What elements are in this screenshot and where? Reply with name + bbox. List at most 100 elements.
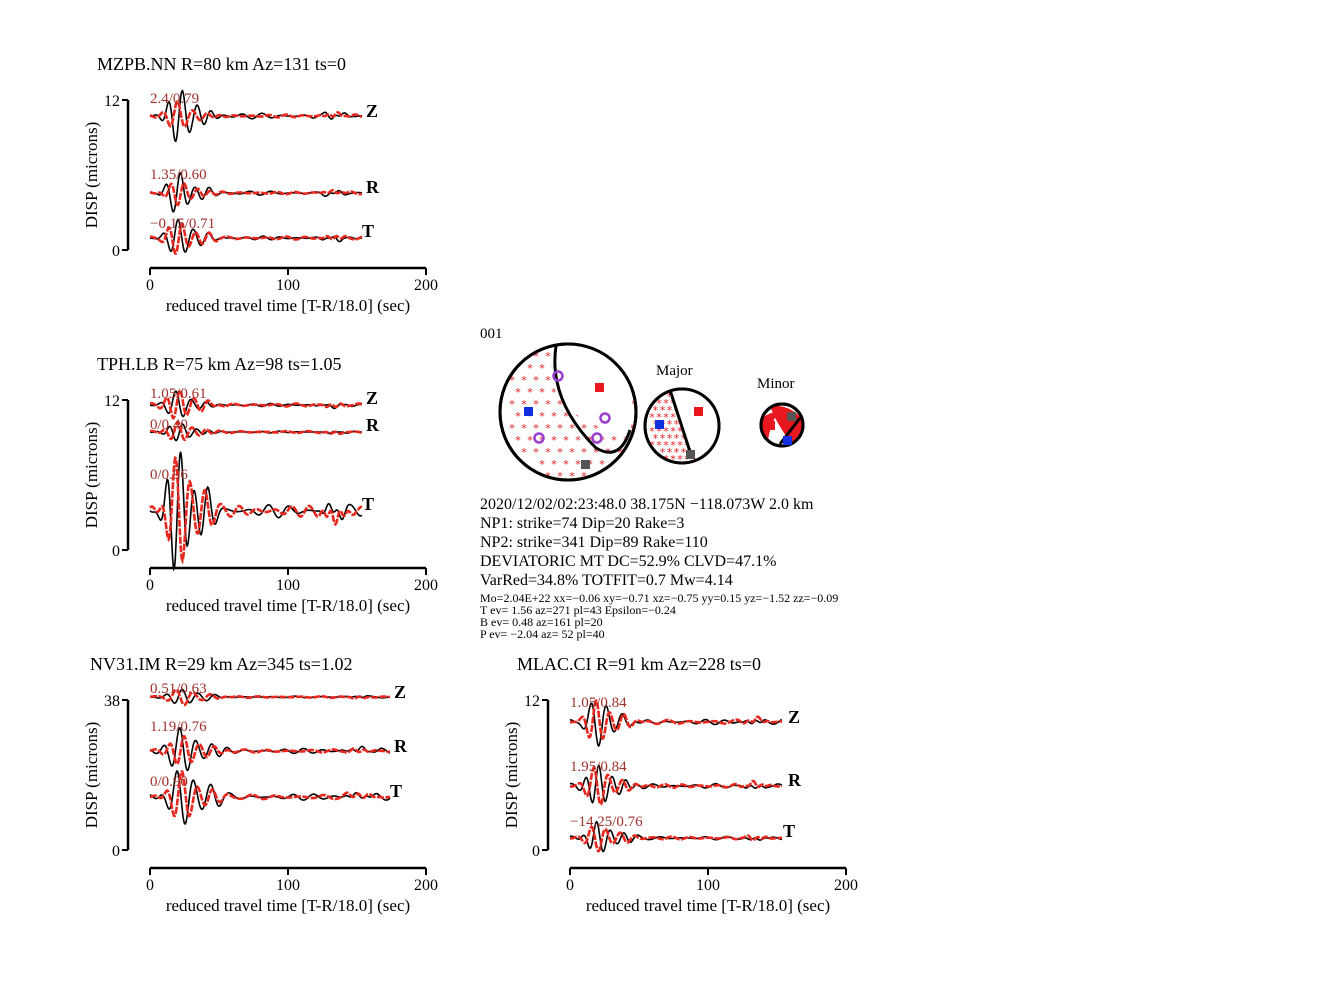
p-axis-marker — [524, 407, 533, 416]
component-label-z: Z — [366, 101, 378, 121]
y-tick-label: 0 — [532, 843, 540, 860]
polarity-star: * — [551, 410, 557, 423]
polarity-star: * — [521, 374, 527, 387]
polarity-star: * — [557, 398, 563, 411]
panel-title: MLAC.CI R=91 km Az=228 ts=0 — [517, 654, 761, 674]
polarity-star: * — [545, 446, 551, 459]
p-eigen-info: P ev= −2.04 az= 52 pl=40 — [480, 627, 605, 641]
synthetic-trace-z — [150, 388, 363, 420]
polarity-star: * — [653, 432, 659, 445]
trace-stat-t: −0.15/0.71 — [150, 216, 215, 232]
polarity-star: * — [563, 434, 569, 447]
polarity-star: * — [656, 397, 662, 410]
panel-title: TPH.LB R=75 km Az=98 ts=1.05 — [97, 354, 341, 374]
component-label-t: T — [362, 221, 374, 241]
polarity-star: * — [667, 432, 673, 445]
panel-title: MZPB.NN R=80 km Az=131 ts=0 — [97, 54, 346, 74]
component-label-z: Z — [788, 707, 800, 727]
polarity-star: * — [527, 362, 533, 375]
trace-group — [149, 388, 363, 572]
synthetic-trace-t — [149, 222, 363, 255]
polarity-star: * — [575, 458, 581, 471]
polarity-star: * — [581, 470, 587, 483]
trace-stat-r: 1.95/0.84 — [570, 759, 627, 775]
trace-stat-t: 0/0.90 — [150, 774, 188, 790]
polarity-star: * — [533, 422, 539, 435]
polarity-star: * — [539, 362, 545, 375]
trace-stat-z: 2.4/0.79 — [150, 91, 199, 107]
trace-stat-r: 1.19/0.76 — [150, 719, 207, 735]
trace-stat-z: 1.05/0.61 — [150, 386, 207, 402]
synthetic-trace-r — [570, 765, 782, 807]
panel-title: NV31.IM R=29 km Az=345 ts=1.02 — [90, 654, 352, 674]
polarity-star: * — [581, 446, 587, 459]
component-label-r: R — [394, 736, 408, 756]
polarity-star: * — [533, 398, 539, 411]
polarity-star: * — [563, 458, 569, 471]
polarity-star: * — [656, 411, 662, 424]
station-marker — [533, 432, 545, 444]
x-tick-label: 0 — [566, 877, 574, 894]
polarity-star: * — [611, 434, 617, 447]
x-tick-label: 0 — [146, 577, 154, 594]
polarity-star: * — [575, 434, 581, 447]
polarity-star: * — [545, 470, 551, 483]
y-tick-label: 12 — [524, 693, 540, 710]
polarity-star: * — [663, 439, 669, 452]
trace-stat-t: −14.25/0.76 — [570, 814, 643, 830]
t-axis-marker — [766, 421, 775, 430]
y-tick-label: 0 — [112, 543, 120, 560]
polarity-star: * — [557, 446, 563, 459]
x-tick-label: 100 — [276, 277, 300, 294]
t-axis-marker — [694, 407, 703, 416]
component-label-r: R — [788, 770, 802, 790]
polarity-star: * — [649, 425, 655, 438]
major-label: Major — [656, 363, 693, 379]
polarity-star: * — [635, 386, 641, 399]
y-tick-label: 0 — [112, 243, 120, 260]
synthetic-trace-z — [570, 699, 782, 740]
polarity-star: * — [649, 411, 655, 424]
polarity-star: * — [545, 374, 551, 387]
polarity-star: * — [521, 446, 527, 459]
polarity-star: * — [660, 432, 666, 445]
b-axis-marker — [787, 412, 796, 421]
polarity-star: * — [660, 446, 666, 459]
b-axis-marker — [686, 450, 695, 459]
polarity-star: * — [515, 434, 521, 447]
polarity-star: * — [551, 458, 557, 471]
station-marker — [591, 432, 603, 444]
component-label-z: Z — [366, 388, 378, 408]
polarity-star: * — [670, 425, 676, 438]
beachball-full: * ** ** * * ** * * * ** * * * ** * * * * * ** * * * * * * * ** * * * * *… — [498, 342, 641, 483]
component-label-r: R — [366, 415, 380, 435]
x-axis-label: reduced travel time [T-R/18.0] (sec) — [166, 296, 410, 315]
polarity-star: * — [629, 422, 635, 435]
polarity-star: * — [677, 453, 683, 466]
synthetic-trace-t — [149, 769, 391, 818]
p-axis-marker — [655, 420, 664, 429]
trace-group — [569, 699, 783, 853]
polarity-star: * — [670, 439, 676, 452]
deviatoric-info: DEVIATORIC MT DC=52.9% CLVD=47.1% — [480, 553, 776, 570]
synthetic-trace-r — [149, 181, 363, 207]
x-axis-label: reduced travel time [T-R/18.0] (sec) — [586, 896, 830, 915]
nodal-plane — [668, 389, 694, 459]
panel-mzpb: MZPB.NN R=80 km Az=131 ts=0 DISP (micron… — [82, 54, 438, 315]
moment-tensor-info: Mo=2.04E+22 xx=−0.06 xy=−0.71 xz=−0.75 y… — [480, 591, 838, 605]
trace-stat-t: 0/0.96 — [150, 467, 188, 483]
x-tick-label: 200 — [414, 577, 438, 594]
polarity-star: * — [527, 434, 533, 447]
trace-group — [149, 89, 363, 255]
polarity-star: * — [667, 418, 673, 431]
polarity-star: * — [539, 410, 545, 423]
polarity-star: * — [599, 458, 605, 471]
polarity-star: * — [575, 410, 581, 423]
minor-label: Minor — [757, 376, 795, 392]
polarity-star: * — [545, 398, 551, 411]
y-axis-label: DISP (microns) — [82, 422, 101, 529]
polarity-star: * — [533, 374, 539, 387]
component-label-t: T — [362, 494, 374, 514]
x-axis-label: reduced travel time [T-R/18.0] (sec) — [166, 596, 410, 615]
